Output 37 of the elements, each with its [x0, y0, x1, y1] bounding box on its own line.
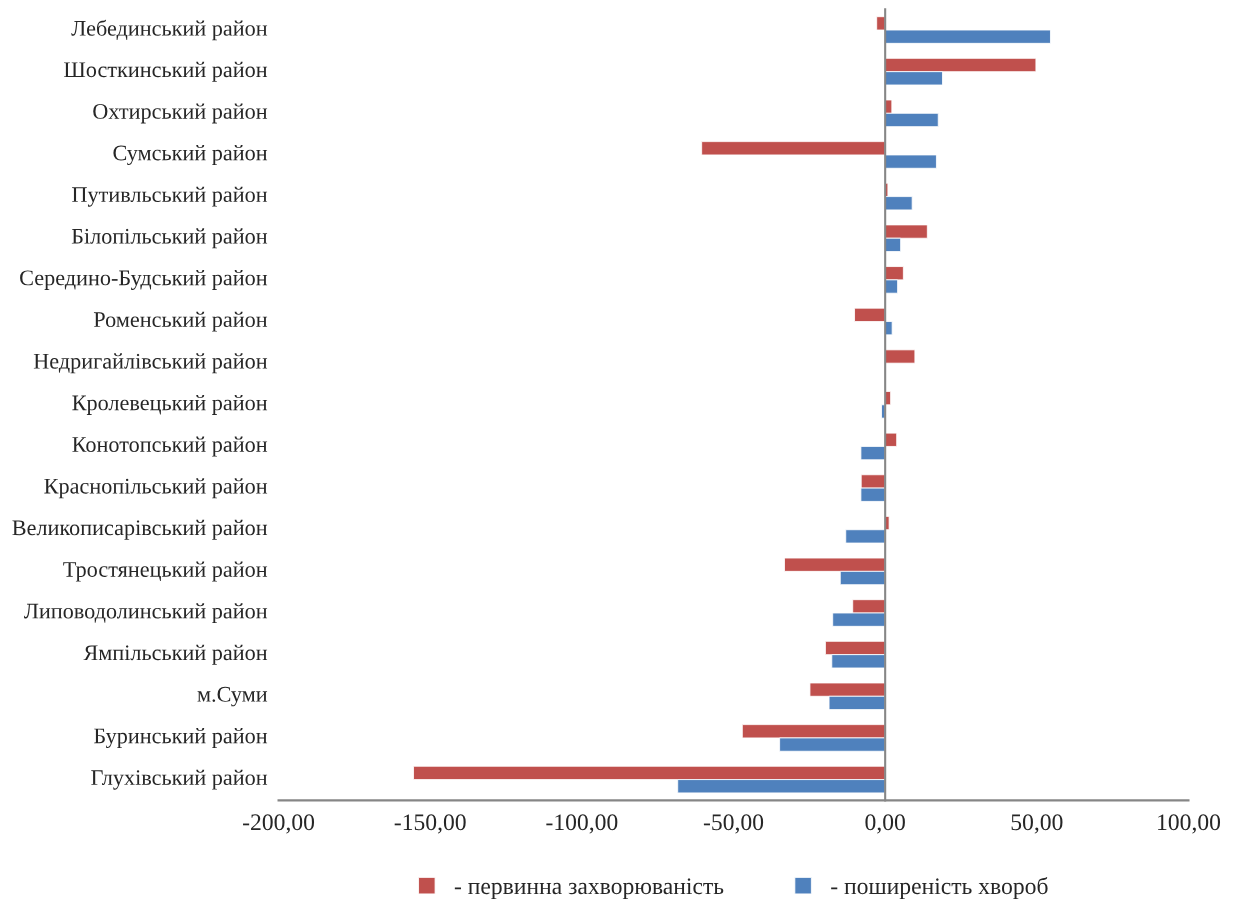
bar [854, 307, 886, 322]
y-tick-label: Середино-Будський район [20, 269, 268, 290]
x-tick-label: 0,00 [865, 814, 905, 834]
y-tick-label: Сумський район [113, 145, 268, 166]
x-tick-label: -200,00 [243, 814, 315, 834]
y-tick-label: Путивльський район [72, 186, 268, 207]
y-tick-label: Лебединський район [71, 19, 268, 41]
y-tick-label: Шосткинський район [64, 61, 268, 82]
legend-label: - поширеність хвороб [831, 877, 1048, 899]
y-tick-label: Тростянецький район [63, 561, 268, 582]
bar [845, 529, 886, 544]
bar [876, 16, 886, 31]
y-tick-label: Охтирський район [93, 103, 268, 124]
y-tick-label: Конотопський район [72, 436, 268, 457]
x-tick-label: -150,00 [394, 814, 466, 834]
y-tick-label: Білопільський район [71, 228, 268, 249]
bar [860, 446, 886, 461]
bar [884, 349, 916, 364]
y-tick-label: Глухівський район [91, 769, 268, 790]
x-tick-label: 100,00 [1158, 814, 1221, 834]
y-tick-label: Роменський район [93, 311, 268, 332]
y-tick-label: Ямпільський район [83, 644, 268, 665]
y-tick-label: Липоводолинський район [24, 603, 268, 624]
x-tick-label: 50,00 [1011, 814, 1063, 834]
y-tick-label: Буринський район [94, 728, 268, 749]
y-tick-label: Кролевецький район [72, 394, 268, 415]
x-tick-label: -50,00 [703, 814, 764, 834]
y-tick-label: Краснопільський район [44, 478, 268, 499]
bar [884, 29, 1051, 44]
legend-label: - первинна захворюваність [454, 878, 724, 899]
y-tick-label: Недригайлівський район [33, 353, 268, 374]
bar [701, 141, 886, 156]
bar [884, 432, 898, 447]
y-tick-label: м.Суми [197, 686, 268, 707]
x-tick-label: -100,00 [546, 814, 618, 834]
y-tick-label: Великописарівський район [12, 519, 268, 540]
bar [884, 154, 937, 169]
